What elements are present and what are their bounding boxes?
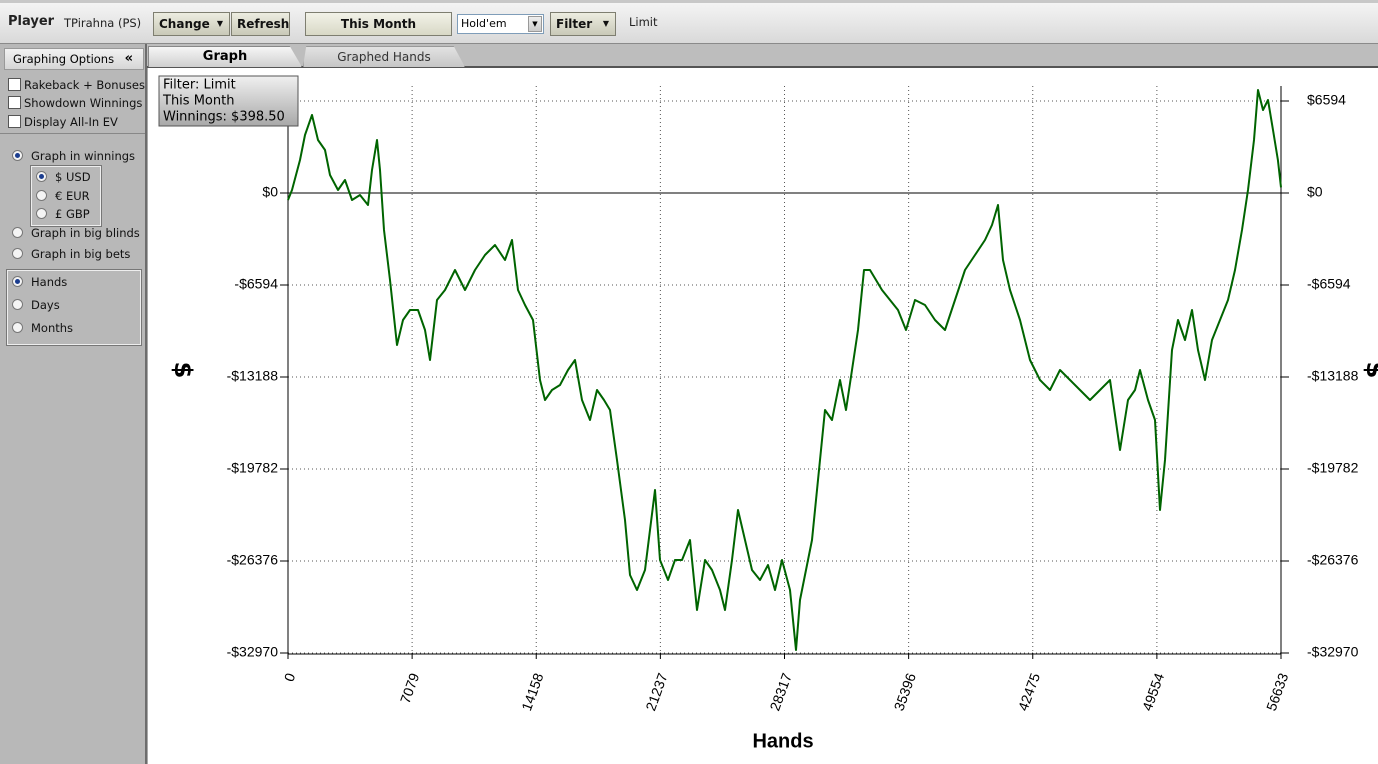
y2-tick-label: -$26376: [1307, 552, 1359, 568]
radio-option[interactable]: £ GBP: [36, 206, 90, 222]
info-box: [158, 75, 299, 127]
radio[interactable]: [12, 276, 23, 287]
option-label: £ GBP: [55, 207, 90, 221]
refresh-button[interactable]: Refresh: [231, 12, 290, 36]
y2-tick-label: -$13188: [1307, 368, 1359, 384]
radio[interactable]: [12, 322, 23, 333]
winnings-line: [287, 89, 1282, 651]
y-tick-label: -$13188: [227, 368, 279, 384]
checkbox-option[interactable]: Showdown Winnings: [8, 95, 142, 111]
option-label: Hands: [31, 275, 68, 289]
radio-option[interactable]: Graph in big blinds: [12, 225, 140, 241]
player-label: Player: [8, 14, 55, 29]
radio[interactable]: [12, 227, 23, 238]
currency-box: [30, 165, 102, 227]
sidebar-header: Graphing Options «: [4, 48, 144, 70]
info-text: Winnings: $398.50: [163, 110, 285, 125]
checkbox[interactable]: [8, 96, 21, 109]
x-axis-title: Hands: [752, 730, 813, 752]
option-label: Showdown Winnings: [24, 96, 143, 110]
separator: [0, 133, 145, 134]
chart: $6594$6594$0$0-$6594-$6594-$13188-$13188…: [148, 68, 1378, 764]
radio-option[interactable]: Months: [12, 320, 73, 336]
checkbox[interactable]: [8, 78, 21, 91]
y2-tick-label: -$6594: [1307, 276, 1351, 292]
y-tick-label: -$32970: [227, 644, 279, 660]
button-label: Refresh: [237, 17, 290, 31]
option-label: Months: [31, 321, 74, 335]
period-box: [6, 269, 142, 346]
option-label: Display All-In EV: [24, 115, 118, 129]
button-label: This Month: [340, 17, 417, 31]
option-label: € EUR: [55, 189, 90, 203]
tab-active[interactable]: Graph: [148, 46, 302, 67]
change-button[interactable]: Change ▼: [153, 12, 230, 36]
radio-option[interactable]: Hands: [12, 274, 67, 290]
y-tick-label: -$6594: [234, 276, 278, 292]
y2-tick-label: -$19782: [1307, 460, 1359, 476]
chart-background: [148, 68, 1378, 764]
radio[interactable]: [36, 190, 47, 201]
y2-tick-label: -$32970: [1307, 644, 1359, 660]
radio-option[interactable]: € EUR: [36, 188, 90, 204]
toolbar: Player TPirahna (PS) Change ▼ Refresh Thi…: [0, 0, 1378, 44]
dropdown-arrow: ▼: [528, 16, 542, 32]
select-value: Hold'em: [461, 17, 507, 30]
radio[interactable]: [12, 248, 23, 259]
radio-option[interactable]: Graph in big bets: [12, 246, 130, 262]
radio-option[interactable]: $ USD: [36, 169, 91, 185]
y-tick-label: -$19782: [227, 460, 279, 476]
button-label: Change: [159, 17, 210, 31]
radio[interactable]: [36, 208, 47, 219]
player-name: TPirahna (PS): [64, 16, 142, 30]
y-tick-label: $0: [262, 184, 278, 200]
option-label: Graph in big bets: [31, 247, 131, 261]
collapse-button[interactable]: «: [124, 51, 133, 66]
button-label: Filter: [556, 17, 593, 31]
filter-value: Limit: [629, 15, 658, 29]
option-label: Days: [31, 298, 60, 312]
dropdown-arrow: ▼: [602, 19, 609, 28]
sidebar: Graphing Options « Rakeback + Bonuses Sho…: [0, 44, 147, 764]
y2-tick-label: $6594: [1307, 92, 1346, 108]
tab[interactable]: Graphed Hands: [303, 46, 465, 67]
period-button[interactable]: This Month: [305, 12, 452, 36]
filter-button[interactable]: Filter ▼: [550, 12, 616, 36]
checkbox-option[interactable]: Display All-In EV: [8, 114, 118, 130]
y2-axis-title: $: [1361, 362, 1378, 379]
option-label: Graph in winnings: [31, 149, 136, 163]
y-axis-title: $: [169, 362, 197, 379]
option-label: Rakeback + Bonuses: [24, 78, 145, 92]
info-text: This Month: [162, 94, 234, 109]
y2-tick-label: $0: [1307, 184, 1323, 200]
game-select[interactable]: Hold'em ▼: [457, 14, 544, 34]
option-label: Graph in big blinds: [31, 226, 140, 240]
checkbox[interactable]: [8, 115, 21, 128]
option-label: $ USD: [55, 170, 91, 184]
sidebar-title: Graphing Options: [13, 52, 115, 66]
radio[interactable]: [12, 150, 23, 161]
checkbox-option[interactable]: Rakeback + Bonuses: [8, 77, 145, 93]
info-text: Filter: Limit: [163, 78, 236, 93]
radio[interactable]: [12, 299, 23, 310]
dropdown-arrow: ▼: [216, 19, 223, 28]
radio-option[interactable]: Days: [12, 297, 60, 313]
radio-option[interactable]: Graph in winnings: [12, 148, 135, 164]
radio[interactable]: [36, 171, 47, 182]
y-tick-label: -$26376: [227, 552, 279, 568]
